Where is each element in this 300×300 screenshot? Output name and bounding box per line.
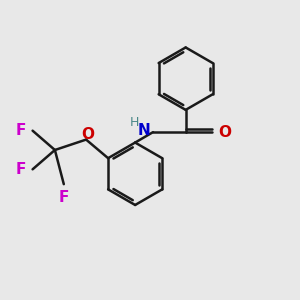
Text: F: F (58, 190, 69, 205)
Text: F: F (16, 123, 26, 138)
Text: H: H (130, 116, 139, 129)
Text: F: F (16, 162, 26, 177)
Text: O: O (81, 127, 94, 142)
Text: N: N (138, 123, 151, 138)
Text: O: O (218, 125, 231, 140)
